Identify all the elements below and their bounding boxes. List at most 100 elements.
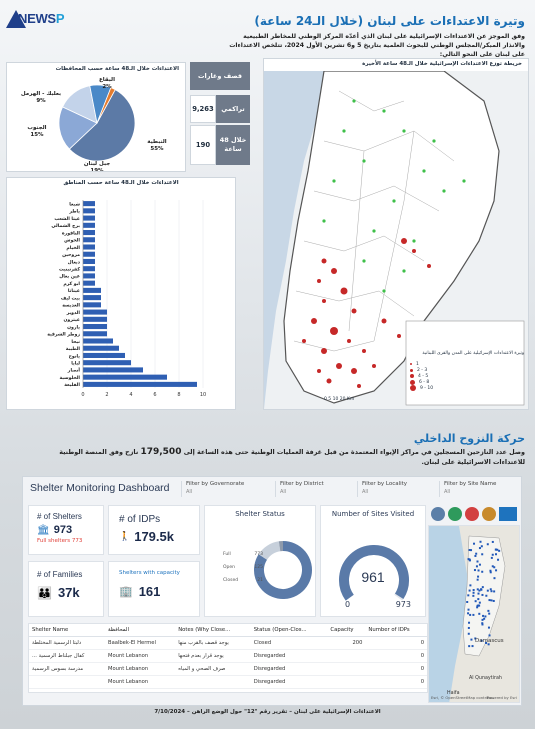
cell-governorate: Baalbek-El Hermel <box>105 636 176 650</box>
map-legend-label: 2 - 3 <box>417 367 428 373</box>
pie-slice-percent: 19% <box>90 168 104 171</box>
pie-slice-percent: 55% <box>150 146 164 152</box>
shelter-point <box>476 560 479 563</box>
cell-capacity <box>327 649 366 663</box>
shelter-point <box>481 553 484 556</box>
page-title: وتيرة الاعتداءات على لبنان (خلال الـ24 س… <box>254 14 525 28</box>
cell-idps: 0 <box>365 649 427 663</box>
filter-site-name[interactable]: Filter by Site Name All <box>439 481 519 497</box>
bar-category-label: الطيبة <box>66 347 81 352</box>
map-point <box>362 159 366 163</box>
shelter-status-title: Shelter Status <box>235 510 285 518</box>
families-label: # of Families <box>37 570 83 579</box>
bar-category-label: عين بعال <box>59 275 80 280</box>
filter-governorate[interactable]: Filter by Governorate All <box>181 481 273 497</box>
map-scale: 0 5 10 20 Km <box>324 397 355 402</box>
displacement-number: 179,500 <box>140 447 182 457</box>
bar <box>83 367 143 373</box>
map-attribution: Esri, © OpenStreetMap contribu... <box>431 695 496 700</box>
partner-logo-1-icon <box>431 507 445 521</box>
map-point <box>402 129 406 133</box>
table-row[interactable]: دلبتا الرسمية المختلطة Baalbek-El Hermel… <box>29 636 427 650</box>
cell-status: Disregarded <box>250 675 328 689</box>
col-capacity[interactable]: Capacity <box>327 624 366 637</box>
family-icon: 👪 <box>37 585 52 600</box>
donut-segment <box>258 541 281 560</box>
map-legend-label: 1 <box>416 361 419 367</box>
shelter-point <box>472 591 475 594</box>
cell-capacity <box>327 675 366 689</box>
col-status[interactable]: Status (Open-Clos... <box>250 624 328 637</box>
map-attack-point <box>311 318 317 324</box>
bar <box>83 258 95 264</box>
legend-dot-icon <box>410 385 416 391</box>
cell-governorate: Mount Lebanon <box>105 649 176 663</box>
sites-visited-gauge <box>339 545 409 601</box>
sites-visited-card: Number of Sites Visited 961 0 973 <box>320 505 426 617</box>
bar <box>83 215 95 221</box>
table-row[interactable]: Mount Lebanon Disregarded 0 <box>29 675 427 689</box>
stats-48h-value: 190 <box>190 125 216 165</box>
shelter-point <box>472 589 475 592</box>
shelter-point <box>477 569 480 572</box>
legend-dot-icon <box>410 368 413 372</box>
pie-slice-percent: 9% <box>36 98 46 104</box>
bar-category-label: الخيام <box>66 246 80 251</box>
col-shelter-name[interactable]: Shelter Name <box>29 624 106 637</box>
shelter-point <box>488 612 491 615</box>
map-legend-label: 9 - 10 <box>420 385 434 391</box>
pie-slice-percent: 2% <box>102 84 112 90</box>
shelter-point <box>497 558 500 561</box>
gauge-min: 0 <box>345 600 351 609</box>
table-row[interactable]: ... كفال جبلناط الرسمية Mount Lebanon يو… <box>29 649 427 663</box>
shelter-point <box>491 565 494 568</box>
shelter-point <box>474 600 477 603</box>
map-legend-label: 4 - 5 <box>418 373 429 379</box>
gauge-max: 973 <box>395 600 411 609</box>
bar <box>83 295 101 301</box>
pie-chart-panel: الاعتداءات خلال الـ48 ساعة حسب المحافظات… <box>6 62 186 172</box>
pie-chart-title: الاعتداءات خلال الـ48 ساعة حسب المحافظات <box>55 66 179 72</box>
walking-person-icon: 🚶 <box>119 531 131 542</box>
bar-category-label: شبعا <box>69 202 80 207</box>
shelter-point <box>485 641 488 644</box>
shelters-minimap[interactable]: Damascus Al Qunaytirah Haifa Esri, © Ope… <box>428 525 520 703</box>
map-attack-point <box>321 348 327 354</box>
families-card: # of Families 👪 37k <box>28 561 104 617</box>
col-idps[interactable]: Number of IDPs <box>365 624 427 637</box>
col-governorate[interactable]: المحافظة <box>105 624 176 637</box>
shelter-point <box>480 588 483 591</box>
map-label-damascus: Damascus <box>475 638 504 644</box>
filter-locality[interactable]: Filter by Locality All <box>357 481 439 497</box>
shelter-point <box>481 570 484 573</box>
bar <box>83 222 95 228</box>
cell-capacity: 200 <box>327 636 366 650</box>
map-point <box>462 179 466 183</box>
intro-text: وفق الموجز عن الاعتداءات الإسرائيلية على… <box>229 33 525 58</box>
shelter-point <box>487 643 490 646</box>
shelter-point <box>475 552 478 555</box>
shelters-card: # of Shelters 🏛 973 Full shelters 773 <box>28 505 104 555</box>
map-point <box>332 179 336 183</box>
cell-shelter-name: ... كفال جبلناط الرسمية <box>29 649 106 663</box>
stats-cumulative-label: تراكمي <box>216 95 250 123</box>
bar <box>83 324 107 330</box>
bar-category-label: برج الشمالي <box>51 224 80 229</box>
bar-category-label: يانوح <box>69 354 81 359</box>
shelter-point <box>478 612 481 615</box>
table-row[interactable]: مدرسة بسوس الرسمية Mount Lebanon صرف الص… <box>29 662 427 676</box>
shelter-point <box>493 590 496 593</box>
cell-status: Disregarded <box>250 649 328 663</box>
col-notes[interactable]: Notes (Why Close... <box>175 624 251 637</box>
shelter-point <box>493 566 496 569</box>
pie-slice <box>96 87 116 124</box>
shelter-point <box>477 592 480 595</box>
bar <box>83 273 95 279</box>
dashboard-title: Shelter Monitoring Dashboard <box>30 482 170 494</box>
shelter-point <box>467 632 470 635</box>
map-legend-item: 2 - 3 <box>410 367 470 373</box>
status-legend-open-label: Open <box>223 565 236 570</box>
shelters-table: Shelter Name المحافظة Notes (Why Close..… <box>28 623 428 693</box>
shelter-point <box>486 589 489 592</box>
filter-district[interactable]: Filter by District All <box>275 481 357 497</box>
